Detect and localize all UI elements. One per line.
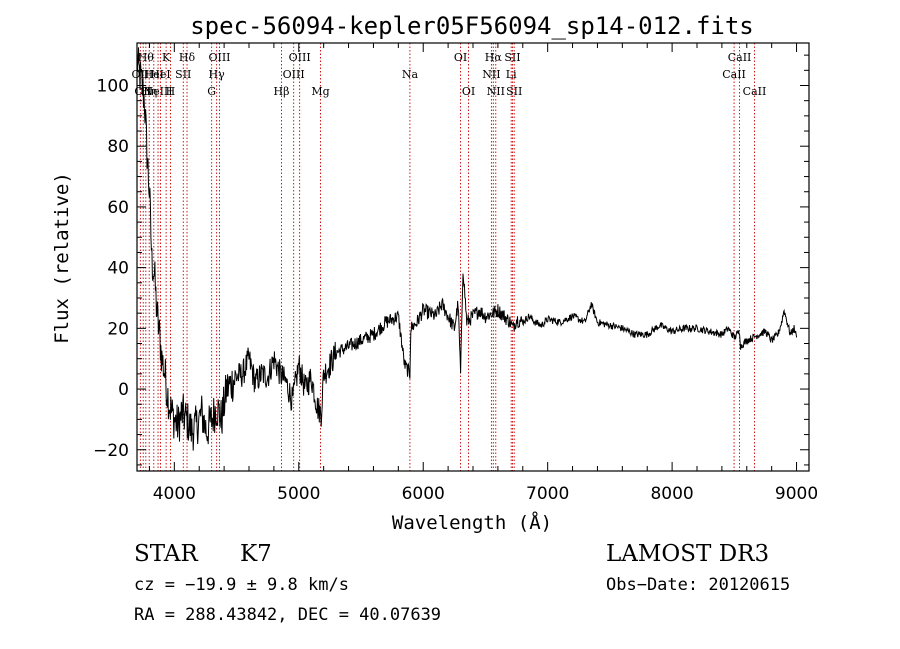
line-label: OIII bbox=[283, 68, 305, 81]
x-tick-label: 5000 bbox=[277, 484, 320, 504]
line-label: NII bbox=[482, 68, 500, 81]
spectrum-line bbox=[136, 47, 798, 451]
line-label: Hα bbox=[485, 51, 503, 64]
y-axis-label: Flux (relative) bbox=[51, 172, 73, 344]
redshift-cz: cz = −19.9 ± 9.8 km/s bbox=[134, 575, 349, 595]
line-label: OI bbox=[454, 51, 467, 64]
line-label: CaII bbox=[722, 68, 746, 81]
line-label: OIII bbox=[208, 51, 230, 64]
x-axis-label: Wavelength (Å) bbox=[392, 511, 552, 534]
spectral-line-markers bbox=[139, 43, 755, 471]
x-tick-label: 8000 bbox=[650, 484, 693, 504]
spectral-line-labels: OIIOIIHθHηHeINeIIIHeIKHSIIHδGHγOIIIHβOII… bbox=[132, 51, 767, 98]
x-tick-label: 9000 bbox=[775, 484, 818, 504]
line-label: G bbox=[207, 85, 216, 98]
object-class: STAR bbox=[134, 541, 198, 567]
observation-date: Obs−Date: 20120615 bbox=[606, 575, 790, 595]
line-label: OI bbox=[462, 85, 475, 98]
survey-name: LAMOST DR3 bbox=[606, 541, 769, 567]
x-tick-label: 6000 bbox=[402, 484, 445, 504]
y-tick-label: 20 bbox=[107, 319, 129, 339]
line-label: OIII bbox=[289, 51, 311, 64]
y-tick-label: 100 bbox=[97, 76, 129, 96]
line-label: Hγ bbox=[209, 68, 226, 81]
line-label: SII bbox=[506, 85, 522, 98]
y-tick-label: 40 bbox=[107, 259, 129, 279]
axis-ticks bbox=[137, 43, 809, 471]
line-label: NeIII bbox=[143, 85, 172, 98]
object-subclass: K7 bbox=[240, 541, 272, 567]
line-label: Hη bbox=[141, 85, 157, 98]
y-tick-label: 60 bbox=[107, 198, 129, 218]
axis-tick-labels: 4000 5000 6000 7000 8000 9000 −20 0 20 40 60 80 100 bbox=[93, 76, 818, 504]
line-label: K bbox=[162, 51, 171, 64]
line-label: SII bbox=[175, 68, 191, 81]
chart-title: spec-56094-kepler05F56094_sp14-012.fits bbox=[190, 12, 754, 40]
line-label: NII bbox=[487, 85, 505, 98]
line-label: Na bbox=[402, 68, 419, 81]
y-tick-label: 80 bbox=[107, 137, 129, 157]
line-label: Li bbox=[506, 68, 517, 81]
line-label: HeI bbox=[150, 68, 170, 81]
line-label: CaII bbox=[728, 51, 752, 64]
line-label: SII bbox=[504, 51, 520, 64]
plot-frame bbox=[136, 42, 810, 472]
coordinates: RA = 288.43842, DEC = 40.07639 bbox=[134, 605, 441, 625]
x-tick-label: 4000 bbox=[153, 484, 196, 504]
line-label: H bbox=[166, 85, 176, 98]
line-label: Hδ bbox=[179, 51, 196, 64]
line-label: Hθ bbox=[138, 51, 155, 64]
line-label: Mg bbox=[311, 85, 329, 98]
y-tick-label: 0 bbox=[118, 380, 129, 400]
y-tick-label: −20 bbox=[93, 441, 129, 461]
x-tick-label: 7000 bbox=[526, 484, 569, 504]
line-label: CaII bbox=[743, 85, 767, 98]
line-label: HeI bbox=[144, 68, 164, 81]
line-label: Hβ bbox=[274, 85, 290, 98]
